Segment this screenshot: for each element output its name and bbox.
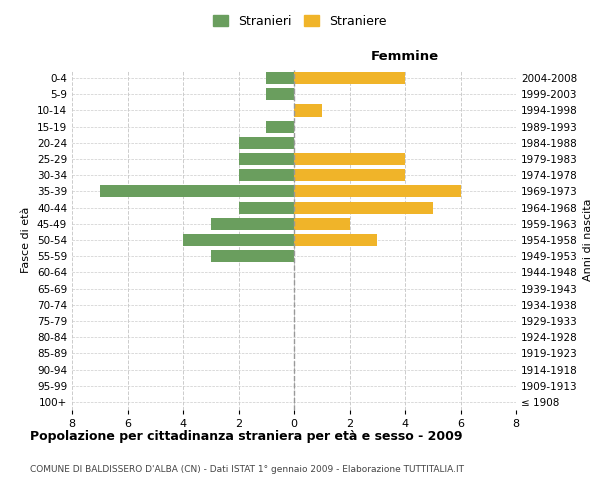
Text: COMUNE DI BALDISSERO D'ALBA (CN) - Dati ISTAT 1° gennaio 2009 - Elaborazione TUT: COMUNE DI BALDISSERO D'ALBA (CN) - Dati …: [30, 465, 464, 474]
Bar: [294, 234, 377, 246]
Bar: [239, 153, 294, 165]
Bar: [183, 234, 294, 246]
Bar: [266, 72, 294, 84]
Bar: [266, 88, 294, 101]
Bar: [100, 186, 294, 198]
Bar: [294, 202, 433, 213]
Legend: Stranieri, Straniere: Stranieri, Straniere: [209, 11, 391, 32]
Bar: [294, 153, 405, 165]
Bar: [211, 250, 294, 262]
Bar: [294, 104, 322, 117]
Bar: [294, 186, 461, 198]
Bar: [294, 72, 405, 84]
Bar: [239, 169, 294, 181]
Y-axis label: Anni di nascita: Anni di nascita: [583, 198, 593, 281]
Text: Popolazione per cittadinanza straniera per età e sesso - 2009: Popolazione per cittadinanza straniera p…: [30, 430, 463, 443]
Bar: [239, 202, 294, 213]
Bar: [294, 169, 405, 181]
Y-axis label: Fasce di età: Fasce di età: [22, 207, 31, 273]
Bar: [294, 218, 350, 230]
Text: Femmine: Femmine: [371, 50, 439, 63]
Bar: [266, 120, 294, 132]
Bar: [211, 218, 294, 230]
Bar: [239, 137, 294, 149]
